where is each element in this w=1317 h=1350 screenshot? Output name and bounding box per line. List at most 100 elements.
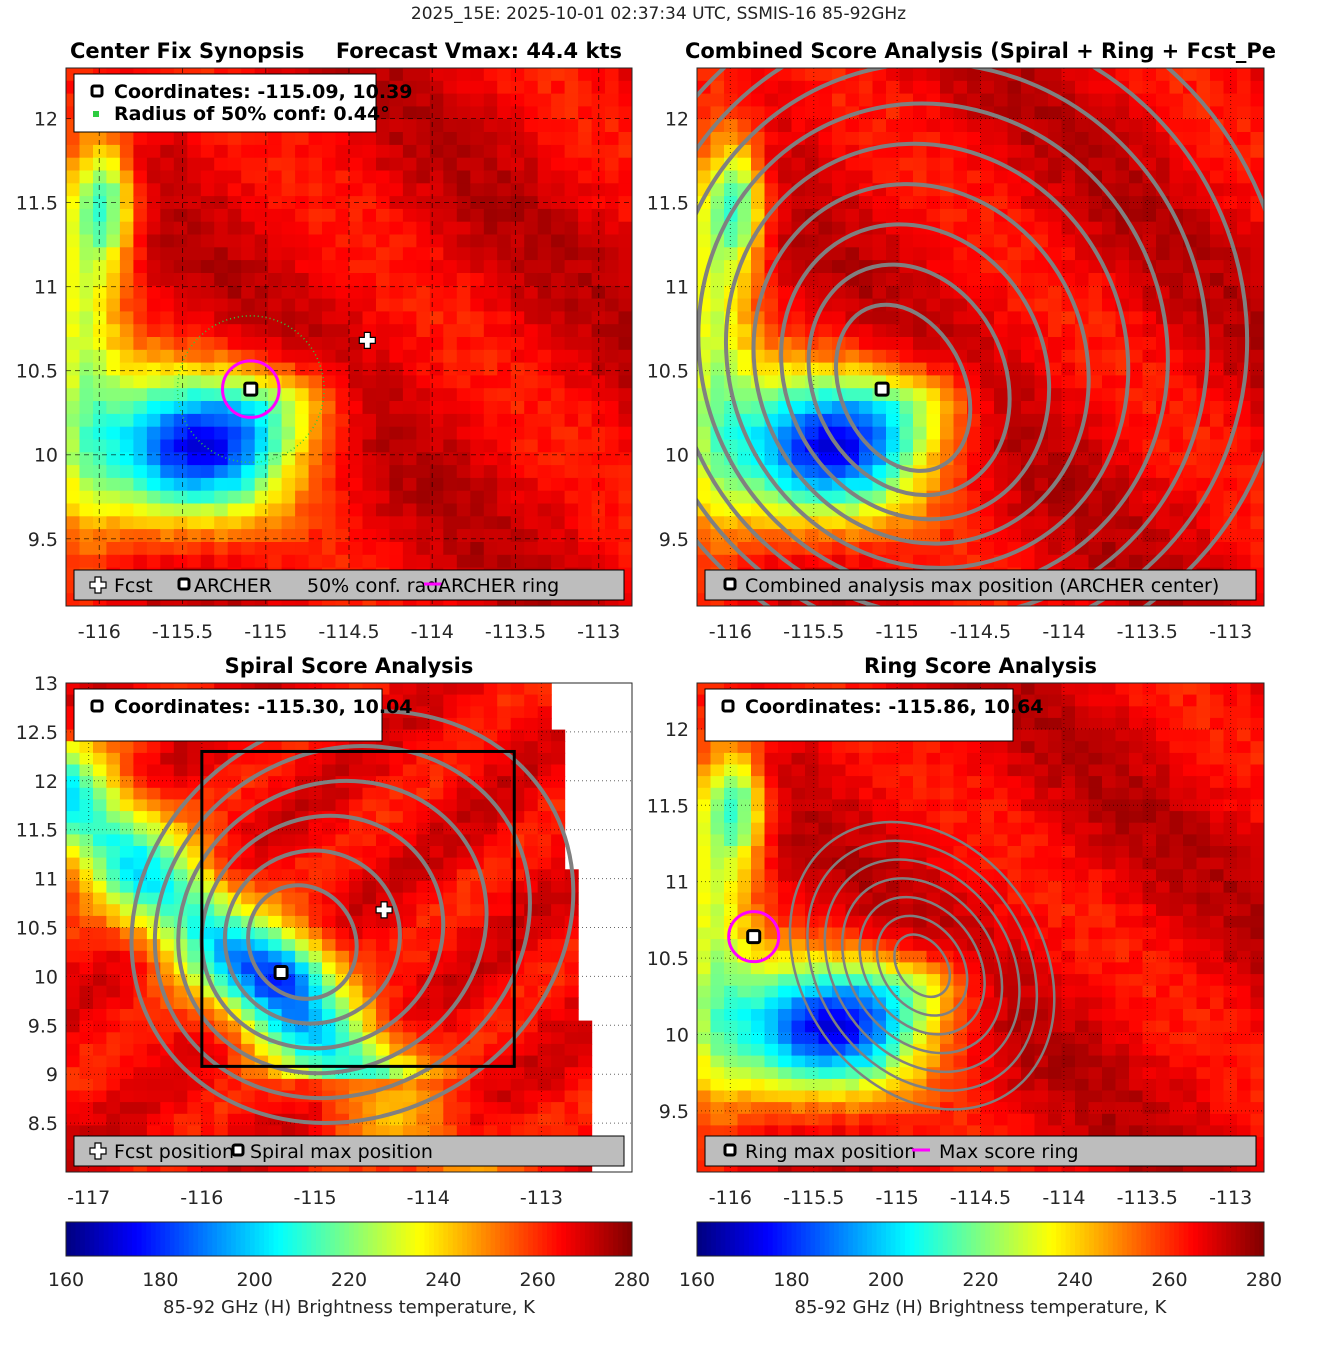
heatmap-cell: [1196, 426, 1211, 441]
heatmap-cell: [227, 208, 242, 223]
heatmap-cell: [106, 477, 121, 492]
heatmap-cell: [456, 529, 471, 543]
heatmap-cell: [146, 362, 161, 376]
heatmap-cell: [416, 196, 431, 210]
heatmap-cell: [845, 208, 860, 223]
heatmap-cell: [724, 439, 739, 453]
heatmap-cell: [335, 997, 350, 1010]
heatmap-cell: [578, 465, 593, 479]
heatmap-cell: [551, 132, 566, 146]
heatmap-cell: [119, 974, 134, 987]
heatmap-cell: [1102, 157, 1117, 172]
heatmap-cell: [402, 260, 417, 274]
heatmap-cell: [791, 106, 806, 120]
heatmap-cell: [335, 324, 350, 338]
heatmap-cell: [93, 311, 108, 325]
heatmap-cell: [1196, 132, 1211, 146]
heatmap-cell: [281, 927, 296, 940]
heatmap-cell: [429, 1043, 444, 1057]
heatmap-cell: [281, 764, 296, 777]
heatmap-cell: [241, 157, 256, 172]
heatmap-cell: [187, 846, 202, 859]
heatmap-cell: [187, 1020, 202, 1033]
heatmap-cell: [980, 273, 995, 287]
heatmap-cell: [1088, 490, 1103, 505]
heatmap-cell: [859, 196, 874, 210]
heatmap-cell: [564, 144, 579, 159]
heatmap-cell: [322, 927, 337, 940]
heatmap-cell: [818, 183, 833, 197]
bottom-legend-box: [704, 569, 1257, 601]
heatmap-cell: [335, 221, 350, 236]
heatmap-cell: [66, 439, 81, 453]
heatmap-cell: [1007, 196, 1022, 210]
heatmap-cell: [227, 950, 242, 963]
heatmap-cell: [227, 349, 242, 364]
heatmap-cell: [214, 362, 229, 376]
heatmap-cell: [200, 869, 215, 882]
heatmap-cell: [416, 119, 431, 133]
heatmap-cell: [160, 939, 175, 952]
heatmap-cell: [402, 362, 417, 376]
heatmap-cell: [281, 1055, 296, 1068]
heatmap-cell: [119, 439, 134, 453]
heatmap-cell: [402, 857, 417, 870]
heatmap-cell: [402, 106, 417, 120]
heatmap-cell: [510, 452, 525, 466]
heatmap-cell: [1210, 375, 1225, 389]
heatmap-cell: [1075, 208, 1090, 223]
heatmap-cell: [899, 362, 914, 376]
heatmap-cell: [322, 144, 337, 159]
heatmap-cell: [443, 247, 458, 261]
heatmap-cell: [362, 939, 377, 952]
heatmap-cell: [79, 892, 94, 905]
heatmap-cell: [133, 375, 148, 389]
heatmap-cell: [443, 857, 458, 870]
heatmap-cell: [1021, 144, 1036, 159]
heatmap-cell: [429, 822, 444, 835]
heatmap-cell: [1210, 247, 1225, 261]
heatmap-cell: [832, 298, 847, 312]
heatmap-cell: [119, 1113, 134, 1126]
heatmap-cell: [697, 208, 712, 223]
heatmap-cell: [1007, 349, 1022, 364]
heatmap-cell: [710, 503, 725, 517]
heatmap-cell: [443, 439, 458, 453]
heatmap-cell: [497, 516, 512, 530]
heatmap-cell: [349, 554, 364, 569]
heatmap-cell: [227, 144, 242, 159]
heatmap-cell: [79, 349, 94, 364]
heatmap-cell: [173, 426, 188, 441]
heatmap-cell: [1034, 362, 1049, 376]
heatmap-cell: [764, 285, 779, 300]
heatmap-cell: [93, 1055, 108, 1068]
heatmap-cell: [537, 337, 552, 351]
heatmap-cell: [1129, 375, 1144, 389]
heatmap-cell: [416, 694, 431, 707]
heatmap-cell: [994, 375, 1009, 389]
heatmap-cell: [564, 490, 579, 505]
heatmap-cell: [335, 529, 350, 543]
heatmap-cell: [456, 904, 471, 917]
heatmap-cell: [402, 927, 417, 940]
heatmap-cell: [268, 869, 283, 882]
heatmap-cell: [200, 787, 215, 800]
heatmap-cell: [268, 401, 283, 415]
heatmap-cell: [402, 950, 417, 963]
heatmap-cell: [737, 452, 752, 466]
heatmap-cell: [119, 822, 134, 835]
heatmap-cell: [443, 694, 458, 707]
heatmap-cell: [241, 452, 256, 466]
heatmap-cell: [429, 324, 444, 338]
heatmap-cell: [200, 170, 215, 184]
heatmap-cell: [926, 554, 941, 569]
heatmap-cell: [200, 375, 215, 389]
heatmap-cell: [994, 247, 1009, 261]
heatmap-cell: [618, 183, 632, 197]
heatmap-cell: [605, 234, 620, 248]
heatmap-cell: [1102, 337, 1117, 351]
heatmap-cell: [1169, 93, 1184, 107]
heatmap-cell: [778, 208, 793, 223]
heatmap-cell: [66, 375, 81, 389]
heatmap-cell: [362, 787, 377, 800]
